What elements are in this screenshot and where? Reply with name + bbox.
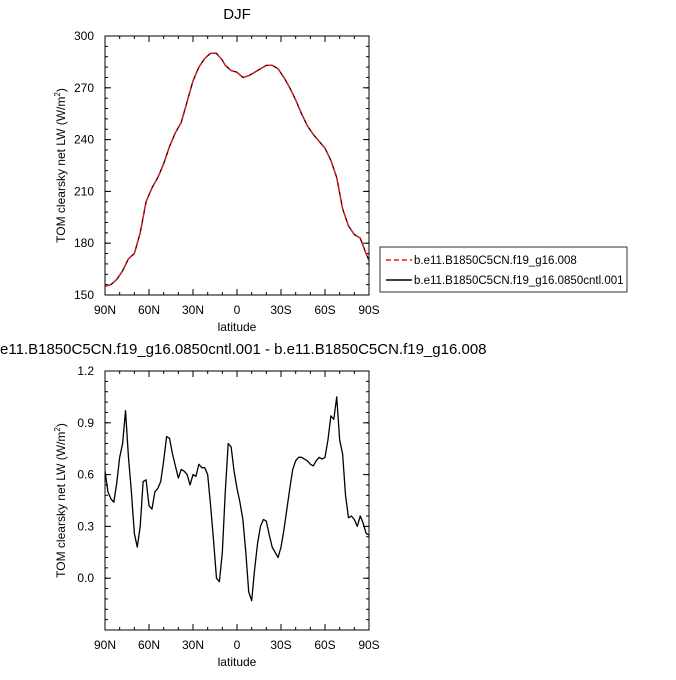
- x-tick-label: 60S: [314, 638, 335, 652]
- y-tick-label: 0.9: [77, 416, 94, 430]
- series-line-1: [105, 52, 369, 287]
- legend: b.e11.B1850C5CN.f19_g16.008 b.e11.B1850C5…: [379, 246, 628, 293]
- x-tick-label: 90N: [94, 303, 116, 317]
- y-tick-label: 270: [74, 81, 94, 95]
- y-axis-label-text: TOM clearsky net LW (W/m: [54, 432, 68, 578]
- plot-frame: [104, 370, 370, 631]
- y-tick-label: 1.2: [77, 364, 94, 378]
- top-chart-title: DJF: [223, 6, 251, 23]
- x-tick-label: 90S: [358, 638, 379, 652]
- series-line-0: [105, 52, 369, 288]
- series-line-0: [105, 396, 369, 602]
- y-tick-label: 150: [74, 288, 94, 302]
- x-tick-label: 60S: [314, 303, 335, 317]
- bottom-chart: 90N 60N 30N 0 30S 60S 90S 0.0 0.3 0.6 0.9 1.2 latitu…: [53, 364, 380, 669]
- y-axis-label-close: ): [54, 423, 68, 427]
- legend-box: [379, 246, 628, 293]
- x-tick-label: 0: [234, 303, 241, 317]
- legend-label-1: b.e11.B1850C5CN.f19_g16.0850cntl.001: [414, 275, 624, 287]
- x-tick-label: 60N: [138, 303, 160, 317]
- x-axis-label: latitude: [218, 655, 257, 669]
- x-tick-label: 30S: [270, 303, 291, 317]
- y-tick-label: 0.3: [77, 519, 94, 533]
- y-tick-label: 300: [74, 29, 94, 43]
- y-tick-label: 180: [74, 236, 94, 250]
- x-tick-label: 30S: [270, 638, 291, 652]
- x-tick-label: 90N: [94, 638, 116, 652]
- y-axis-label-text: TOM clearsky net LW (W/m: [54, 97, 68, 243]
- bottom-chart-title: b.e11.B1850C5CN.f19_g16.0850cntl.001 - b…: [0, 341, 486, 358]
- x-tick-label: 30N: [182, 638, 204, 652]
- x-tick-label: 0: [234, 638, 241, 652]
- top-chart: 90N 60N 30N 0 30S 60S 90S 150 180 210 240 270 300 lat…: [53, 29, 380, 334]
- y-tick-label: 240: [74, 133, 94, 147]
- x-tick-label: 90S: [358, 303, 379, 317]
- y-tick-label: 0.6: [77, 468, 94, 482]
- legend-label-0: b.e11.B1850C5CN.f19_g16.008: [414, 255, 577, 267]
- x-tick-label: 60N: [138, 638, 160, 652]
- x-axis-label: latitude: [218, 320, 257, 334]
- y-axis-label-sup: 2: [53, 427, 62, 432]
- y-tick-label: 210: [74, 184, 94, 198]
- plot-frame: [104, 35, 370, 296]
- y-axis-label-close: ): [54, 88, 68, 92]
- y-axis-label-sup: 2: [53, 92, 62, 97]
- y-tick-label: 0.0: [77, 571, 94, 585]
- y-axis-label: TOM clearsky net LW (W/m2): [53, 423, 68, 578]
- y-axis-label: TOM clearsky net LW (W/m2): [53, 88, 68, 243]
- x-tick-label: 30N: [182, 303, 204, 317]
